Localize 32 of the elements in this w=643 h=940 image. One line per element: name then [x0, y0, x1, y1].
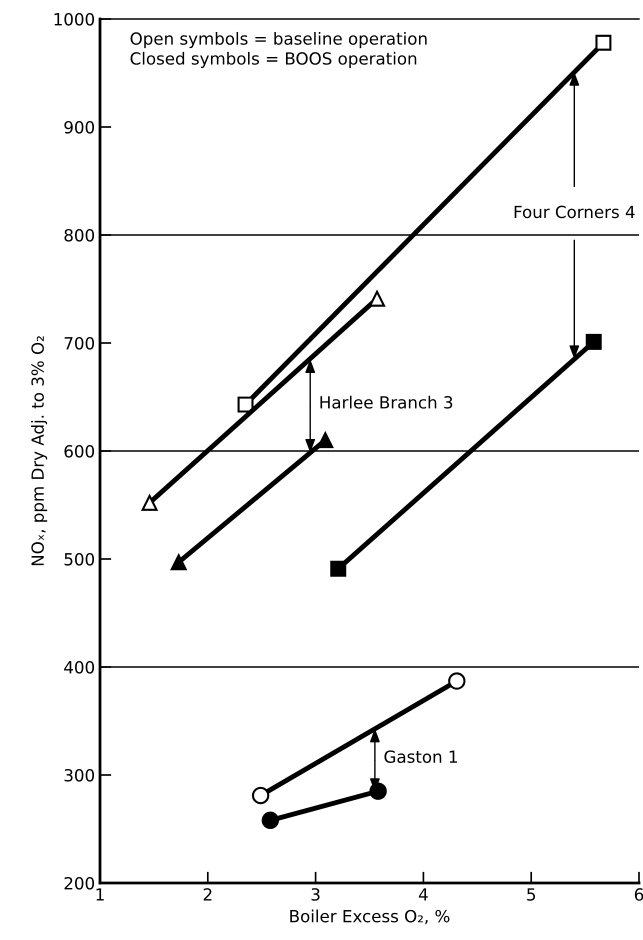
- annotation: Harlee Branch 3: [320, 396, 452, 409]
- point: [330, 560, 346, 577]
- point: [252, 786, 270, 804]
- point: [595, 34, 612, 51]
- annotation: Open symbols = baseline operation Closed symbols = BOOS operation: [130, 32, 427, 68]
- x-axis-title: Boiler Excess O₂, %: [290, 910, 450, 924]
- y-axis-title: NOₓ, ppm Dry Adj. to 3% O₂: [31, 336, 48, 566]
- point: [170, 554, 187, 570]
- x-tick-label: 4: [418, 888, 428, 901]
- annotation: Gaston 1: [384, 750, 457, 763]
- annotation: Four Corners 4: [514, 206, 635, 218]
- point: [238, 396, 254, 413]
- point: [142, 494, 158, 511]
- point: [586, 334, 602, 350]
- y-tick-label: 1000: [54, 12, 94, 26]
- point: [317, 432, 334, 448]
- x-tick-label: 3: [312, 888, 320, 901]
- y-tick-label: 800: [64, 228, 94, 242]
- point: [262, 812, 280, 830]
- y-tick-label: 300: [64, 768, 94, 782]
- x-tick-label: 1: [96, 888, 104, 901]
- x-tick-label: 5: [527, 888, 536, 901]
- y-tick-label: 600: [64, 444, 94, 458]
- x-tick-label: 6: [634, 888, 643, 901]
- x-tick-label: 2: [204, 888, 212, 901]
- point: [369, 290, 386, 307]
- point: [448, 672, 466, 690]
- y-tick-label: 500: [64, 552, 94, 566]
- y-tick-label: 900: [64, 120, 94, 134]
- y-tick-label: 400: [64, 660, 94, 674]
- y-tick-label: 700: [64, 336, 94, 350]
- y-tick-label: 200: [64, 876, 94, 890]
